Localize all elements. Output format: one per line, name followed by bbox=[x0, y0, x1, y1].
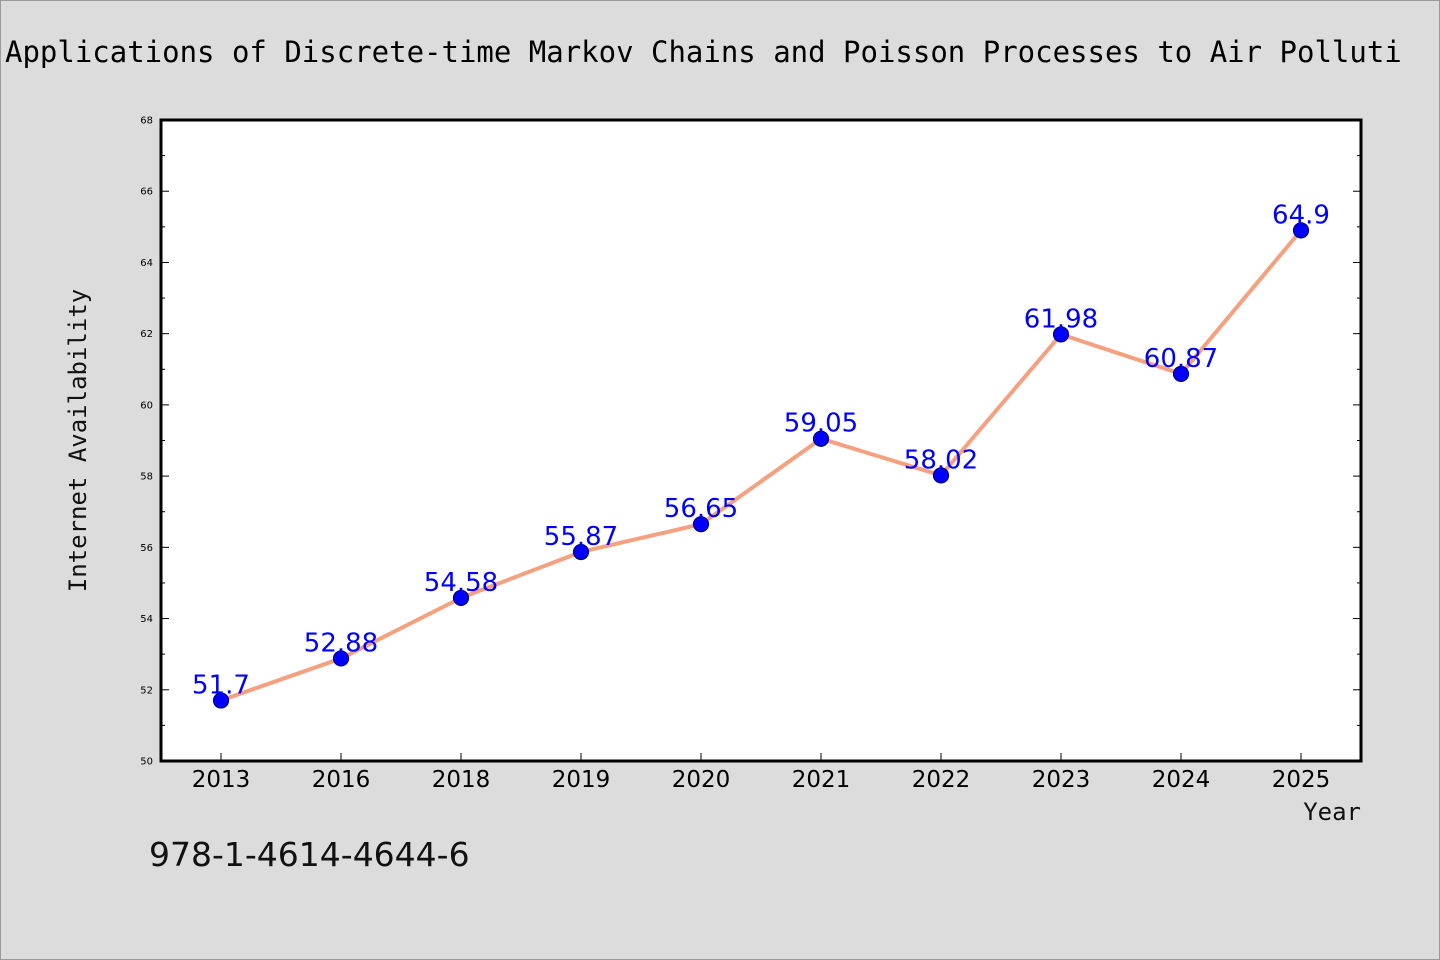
y-tick-label: 66 bbox=[140, 187, 153, 198]
x-tick-label: 2018 bbox=[432, 767, 491, 793]
data-point bbox=[932, 467, 950, 484]
data-label: 61.98 bbox=[1024, 304, 1098, 334]
x-tick-label: 2024 bbox=[1152, 767, 1211, 793]
x-tick-label: 2022 bbox=[912, 767, 971, 793]
data-point bbox=[812, 430, 830, 447]
data-label: 54.58 bbox=[424, 568, 498, 598]
data-label: 55.87 bbox=[544, 522, 618, 552]
data-label: 58.02 bbox=[904, 445, 978, 475]
y-tick-label: 56 bbox=[140, 543, 153, 554]
isbn-text: 978-1-4614-4644-6 bbox=[149, 835, 470, 874]
plot-frame bbox=[159, 118, 1363, 763]
x-tick-label: 2019 bbox=[552, 767, 611, 793]
data-label: 51.7 bbox=[192, 670, 250, 700]
data-label: 52.88 bbox=[304, 628, 378, 658]
data-point bbox=[332, 650, 350, 667]
series-line bbox=[219, 228, 1303, 703]
x-tick-label: 2023 bbox=[1032, 767, 1091, 793]
chart-title: Applications of Discrete-time Markov Cha… bbox=[5, 35, 1402, 69]
data-label: 56.65 bbox=[664, 494, 738, 524]
y-axis-label: Internet Availability bbox=[64, 289, 92, 592]
data-point bbox=[212, 692, 230, 709]
data-point bbox=[572, 543, 590, 561]
data-label: 64.9 bbox=[1272, 200, 1330, 230]
y-tick-label: 60 bbox=[140, 400, 153, 411]
y-tick-label: 62 bbox=[140, 329, 153, 340]
x-tick-label: 2016 bbox=[312, 767, 371, 793]
x-tick-label: 2020 bbox=[672, 767, 731, 793]
data-label: 60.87 bbox=[1144, 344, 1218, 374]
data-point bbox=[692, 516, 710, 533]
x-tick-label: 2025 bbox=[1272, 767, 1331, 793]
data-point bbox=[1292, 222, 1310, 239]
data-point bbox=[1172, 365, 1190, 383]
x-axis-label: Year bbox=[1303, 798, 1361, 826]
data-point bbox=[1052, 326, 1070, 343]
data-label: 59.05 bbox=[784, 409, 858, 439]
y-tick-label: 58 bbox=[140, 472, 153, 483]
x-tick-label: 2013 bbox=[192, 767, 251, 793]
y-tick-label: 68 bbox=[140, 116, 153, 127]
y-tick-label: 50 bbox=[140, 757, 153, 768]
y-tick-label: 64 bbox=[140, 258, 153, 269]
x-tick-label: 2021 bbox=[792, 767, 851, 793]
y-tick-label: 52 bbox=[140, 685, 153, 696]
data-point bbox=[452, 589, 470, 607]
plot-area bbox=[161, 120, 1361, 761]
y-tick-label: 54 bbox=[140, 614, 153, 625]
